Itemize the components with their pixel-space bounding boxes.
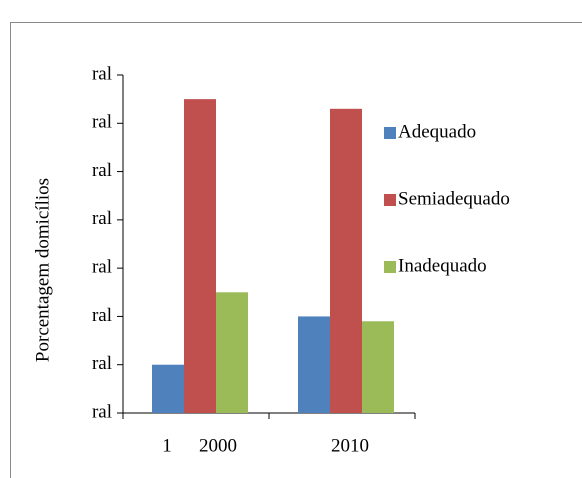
legend-label: Semiadequado <box>398 188 510 209</box>
bar <box>152 364 184 413</box>
chart-border <box>10 22 582 478</box>
bar <box>330 108 362 414</box>
bar <box>216 292 248 413</box>
annotation: 1 <box>162 435 172 456</box>
y-tick-label: ral <box>92 63 112 84</box>
y-tick-label: ral <box>92 401 112 422</box>
bar <box>362 321 394 413</box>
bar <box>184 99 216 414</box>
legend-label: Adequado <box>398 121 476 142</box>
x-tick-label: 2010 <box>331 435 369 456</box>
bar <box>298 316 330 413</box>
legend-label: Inadequado <box>398 255 487 276</box>
y-tick-label: ral <box>92 160 112 181</box>
y-axis-label: Porcentagem domicílios <box>32 178 53 362</box>
x-tick-label: 2000 <box>199 435 237 456</box>
y-tick-label: ral <box>92 257 112 278</box>
y-tick-label: ral <box>92 112 112 133</box>
legend-swatch <box>384 261 396 273</box>
y-tick-label: ral <box>92 305 112 326</box>
y-tick-label: ral <box>92 353 112 374</box>
legend-swatch <box>384 127 396 139</box>
legend-swatch <box>384 194 396 206</box>
y-tick-label: ral <box>92 208 112 229</box>
